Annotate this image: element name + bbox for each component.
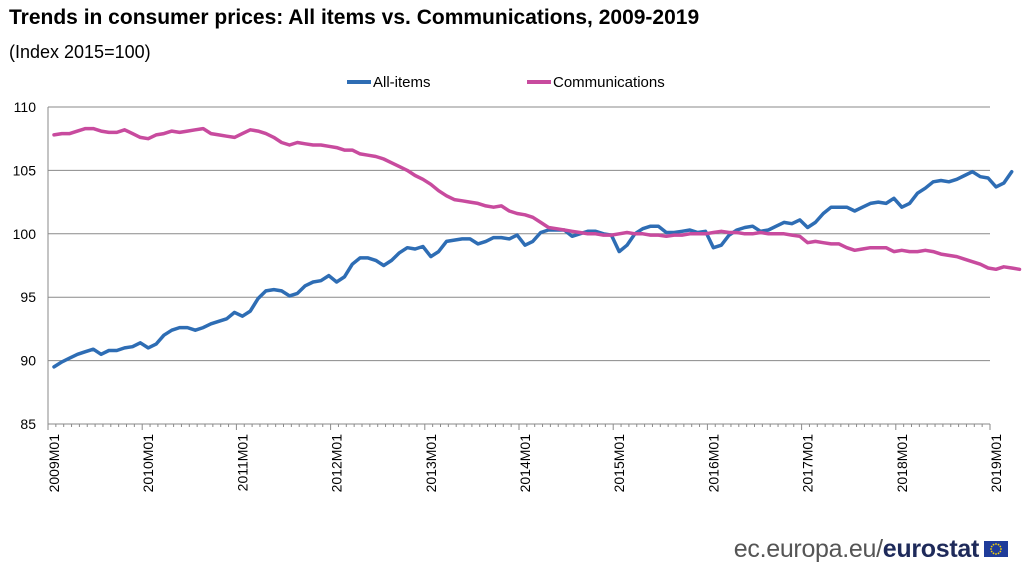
legend-label-all-items: All-items <box>373 74 431 91</box>
chart-subtitle: (Index 2015=100) <box>9 42 151 62</box>
flag-star <box>992 552 995 555</box>
x-tick-label-2017M01: 2017M01 <box>800 434 816 493</box>
flag-star <box>992 543 995 546</box>
series-line-communications <box>52 126 1022 272</box>
x-axis-ticks: 2009M01 2010M01 2011M01 2012M01 2013M01 2014M… <box>46 424 1004 492</box>
x-tick-label-2013M01: 2013M01 <box>423 434 439 493</box>
x-tick-label-2019M01: 2019M01 <box>988 434 1004 493</box>
eurostat-footer: ec.europa.eu/eurostat <box>734 534 1008 564</box>
gridlines <box>48 106 990 362</box>
flag-star <box>997 543 1000 546</box>
y-tick-label-95: 95 <box>20 289 36 305</box>
flag-star <box>995 543 997 545</box>
flag-star <box>997 552 1000 555</box>
flag-star <box>999 545 1002 548</box>
y-tick-label-85: 85 <box>20 416 36 432</box>
x-tick-label-2014M01: 2014M01 <box>517 434 533 493</box>
x-tick-label-2016M01: 2016M01 <box>705 434 721 493</box>
legend-label-communications: Communications <box>553 74 665 91</box>
series-line-all-items <box>52 169 1014 369</box>
y-tick-label-90: 90 <box>20 353 36 369</box>
x-tick-label-2012M01: 2012M01 <box>329 434 345 493</box>
flag-star <box>995 553 997 555</box>
line-chart: 85 90 95 100 105 110 2009M01 2010M01 2011M01 201… <box>13 74 1022 492</box>
footer-brand-name: eurostat <box>882 534 980 563</box>
flag-star <box>990 548 992 550</box>
x-tick-label-2010M01: 2010M01 <box>140 434 156 493</box>
chart-title: Trends in consumer prices: All items vs.… <box>9 6 700 29</box>
eu-flag-icon <box>984 541 1008 557</box>
legend: All-items Communications <box>347 74 665 91</box>
x-tick-label-2011M01: 2011M01 <box>234 434 250 492</box>
flag-star <box>990 545 993 548</box>
flag-star <box>1000 548 1002 550</box>
axes <box>47 107 990 425</box>
flag-star <box>990 550 993 553</box>
footer-source-url: ec.europa.eu/ <box>733 534 883 563</box>
y-tick-label-105: 105 <box>13 162 37 178</box>
y-tick-label-110: 110 <box>14 99 37 115</box>
x-tick-label-2015M01: 2015M01 <box>611 434 627 493</box>
y-tick-label-100: 100 <box>13 226 37 242</box>
y-axis-ticks: 85 90 95 100 105 110 <box>13 99 37 432</box>
x-tick-label-2009M01: 2009M01 <box>46 434 62 493</box>
series-lines <box>52 126 1022 369</box>
flag-star <box>999 550 1002 553</box>
x-tick-label-2018M01: 2018M01 <box>894 434 910 493</box>
